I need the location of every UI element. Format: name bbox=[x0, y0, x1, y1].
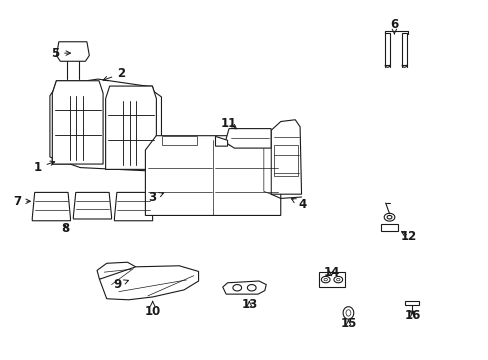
Polygon shape bbox=[32, 192, 70, 221]
Polygon shape bbox=[126, 93, 136, 157]
Polygon shape bbox=[409, 311, 413, 314]
Polygon shape bbox=[215, 136, 227, 146]
Text: 4: 4 bbox=[291, 198, 306, 211]
Polygon shape bbox=[114, 192, 152, 221]
Polygon shape bbox=[56, 42, 89, 61]
Polygon shape bbox=[145, 136, 280, 215]
Polygon shape bbox=[229, 136, 264, 145]
Text: 11: 11 bbox=[221, 117, 237, 130]
Polygon shape bbox=[162, 136, 197, 145]
Text: 10: 10 bbox=[144, 301, 161, 318]
Polygon shape bbox=[73, 192, 111, 219]
Text: 8: 8 bbox=[61, 222, 70, 235]
Polygon shape bbox=[380, 224, 397, 231]
Text: 2: 2 bbox=[103, 67, 125, 81]
Polygon shape bbox=[50, 79, 161, 171]
Bar bbox=[319, 272, 344, 287]
Polygon shape bbox=[52, 81, 103, 164]
Polygon shape bbox=[264, 130, 270, 194]
Polygon shape bbox=[223, 281, 265, 294]
Text: 16: 16 bbox=[404, 309, 420, 322]
Text: 1: 1 bbox=[34, 161, 55, 174]
Text: 7: 7 bbox=[13, 195, 30, 208]
Bar bbox=[385, 33, 389, 65]
Bar bbox=[401, 33, 406, 65]
Polygon shape bbox=[52, 81, 103, 164]
Text: 9: 9 bbox=[114, 278, 128, 291]
Bar bbox=[274, 145, 297, 176]
Polygon shape bbox=[224, 129, 270, 148]
Polygon shape bbox=[270, 120, 301, 194]
Text: 3: 3 bbox=[148, 191, 163, 204]
Text: 13: 13 bbox=[241, 298, 257, 311]
Polygon shape bbox=[97, 262, 136, 280]
Text: 15: 15 bbox=[340, 317, 356, 330]
Polygon shape bbox=[99, 266, 198, 300]
Polygon shape bbox=[105, 86, 156, 169]
Text: 12: 12 bbox=[400, 230, 416, 243]
Polygon shape bbox=[105, 86, 156, 169]
Text: 5: 5 bbox=[51, 46, 70, 60]
Bar bbox=[405, 301, 418, 305]
Text: 6: 6 bbox=[389, 18, 398, 34]
Text: 14: 14 bbox=[323, 266, 339, 279]
